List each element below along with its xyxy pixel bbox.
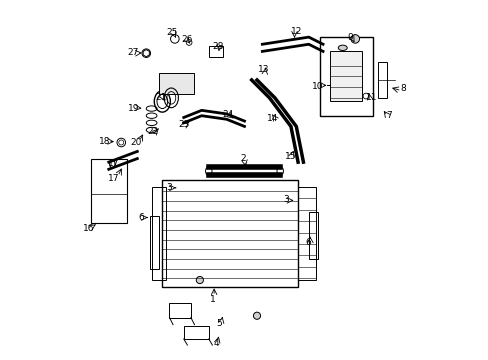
Bar [151,187,165,280]
Text: 4: 4 [213,339,218,348]
Text: 18: 18 [99,137,110,146]
Circle shape [196,276,203,284]
Text: 19: 19 [128,104,139,113]
Text: 27: 27 [127,48,139,57]
Text: 23: 23 [178,120,189,129]
Text: 24: 24 [223,110,234,119]
Text: 2: 2 [240,154,245,163]
Text: 17: 17 [108,159,120,168]
Text: 9: 9 [347,33,353,42]
Bar [91,158,126,223]
Bar [183,327,208,339]
Text: 10: 10 [311,82,323,91]
Circle shape [350,35,359,43]
Bar [319,37,372,116]
Text: 26: 26 [181,35,192,44]
Text: 14: 14 [266,114,278,123]
Text: 15: 15 [284,152,295,161]
Text: 17: 17 [108,174,120,183]
Text: 25: 25 [166,28,178,37]
Bar [208,46,223,57]
Bar [159,73,194,94]
Text: 21: 21 [155,93,166,102]
Text: 8: 8 [400,84,406,93]
Bar [298,187,315,280]
Bar [378,62,386,98]
Text: 3: 3 [166,183,172,192]
Text: 6: 6 [305,238,310,247]
Bar [149,216,159,269]
Bar [162,180,298,287]
Circle shape [253,312,260,319]
Bar [308,212,317,258]
Text: 7: 7 [386,111,391,120]
Text: 11: 11 [365,93,376,102]
Text: 22: 22 [147,127,159,136]
Bar [169,303,190,318]
Text: 6: 6 [138,213,143,222]
Text: 20: 20 [130,138,141,147]
Text: 12: 12 [290,27,302,36]
Text: 13: 13 [257,65,268,74]
Ellipse shape [338,45,346,50]
Text: 16: 16 [83,224,95,233]
Bar [329,51,362,102]
Text: 3: 3 [283,195,288,204]
Text: 1: 1 [209,295,215,304]
Text: 28: 28 [212,41,223,50]
Text: 5: 5 [216,319,222,328]
